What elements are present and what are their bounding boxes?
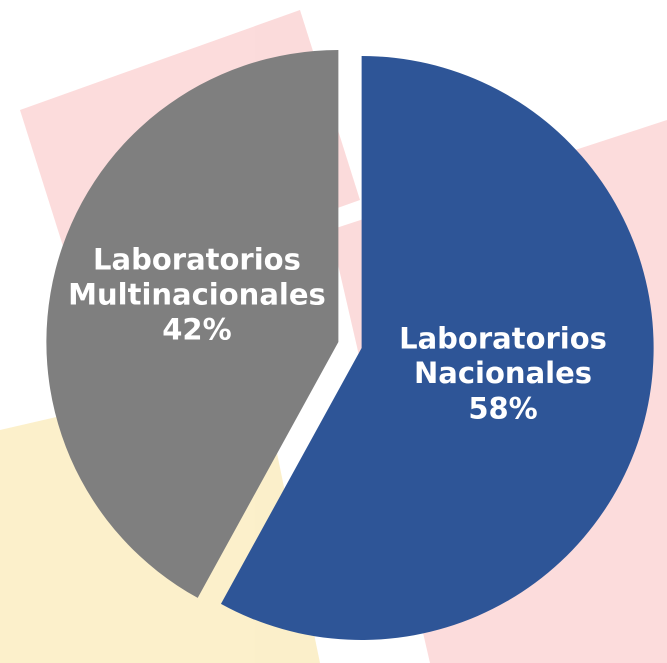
value-label: 42%	[162, 313, 231, 347]
category-label: Laboratorios Multinacionales	[68, 243, 326, 312]
category-label: Laboratorios Nacionales	[399, 321, 607, 390]
pie-slice	[46, 50, 339, 598]
value-label: 58%	[468, 391, 537, 425]
pie-slice	[220, 55, 654, 640]
